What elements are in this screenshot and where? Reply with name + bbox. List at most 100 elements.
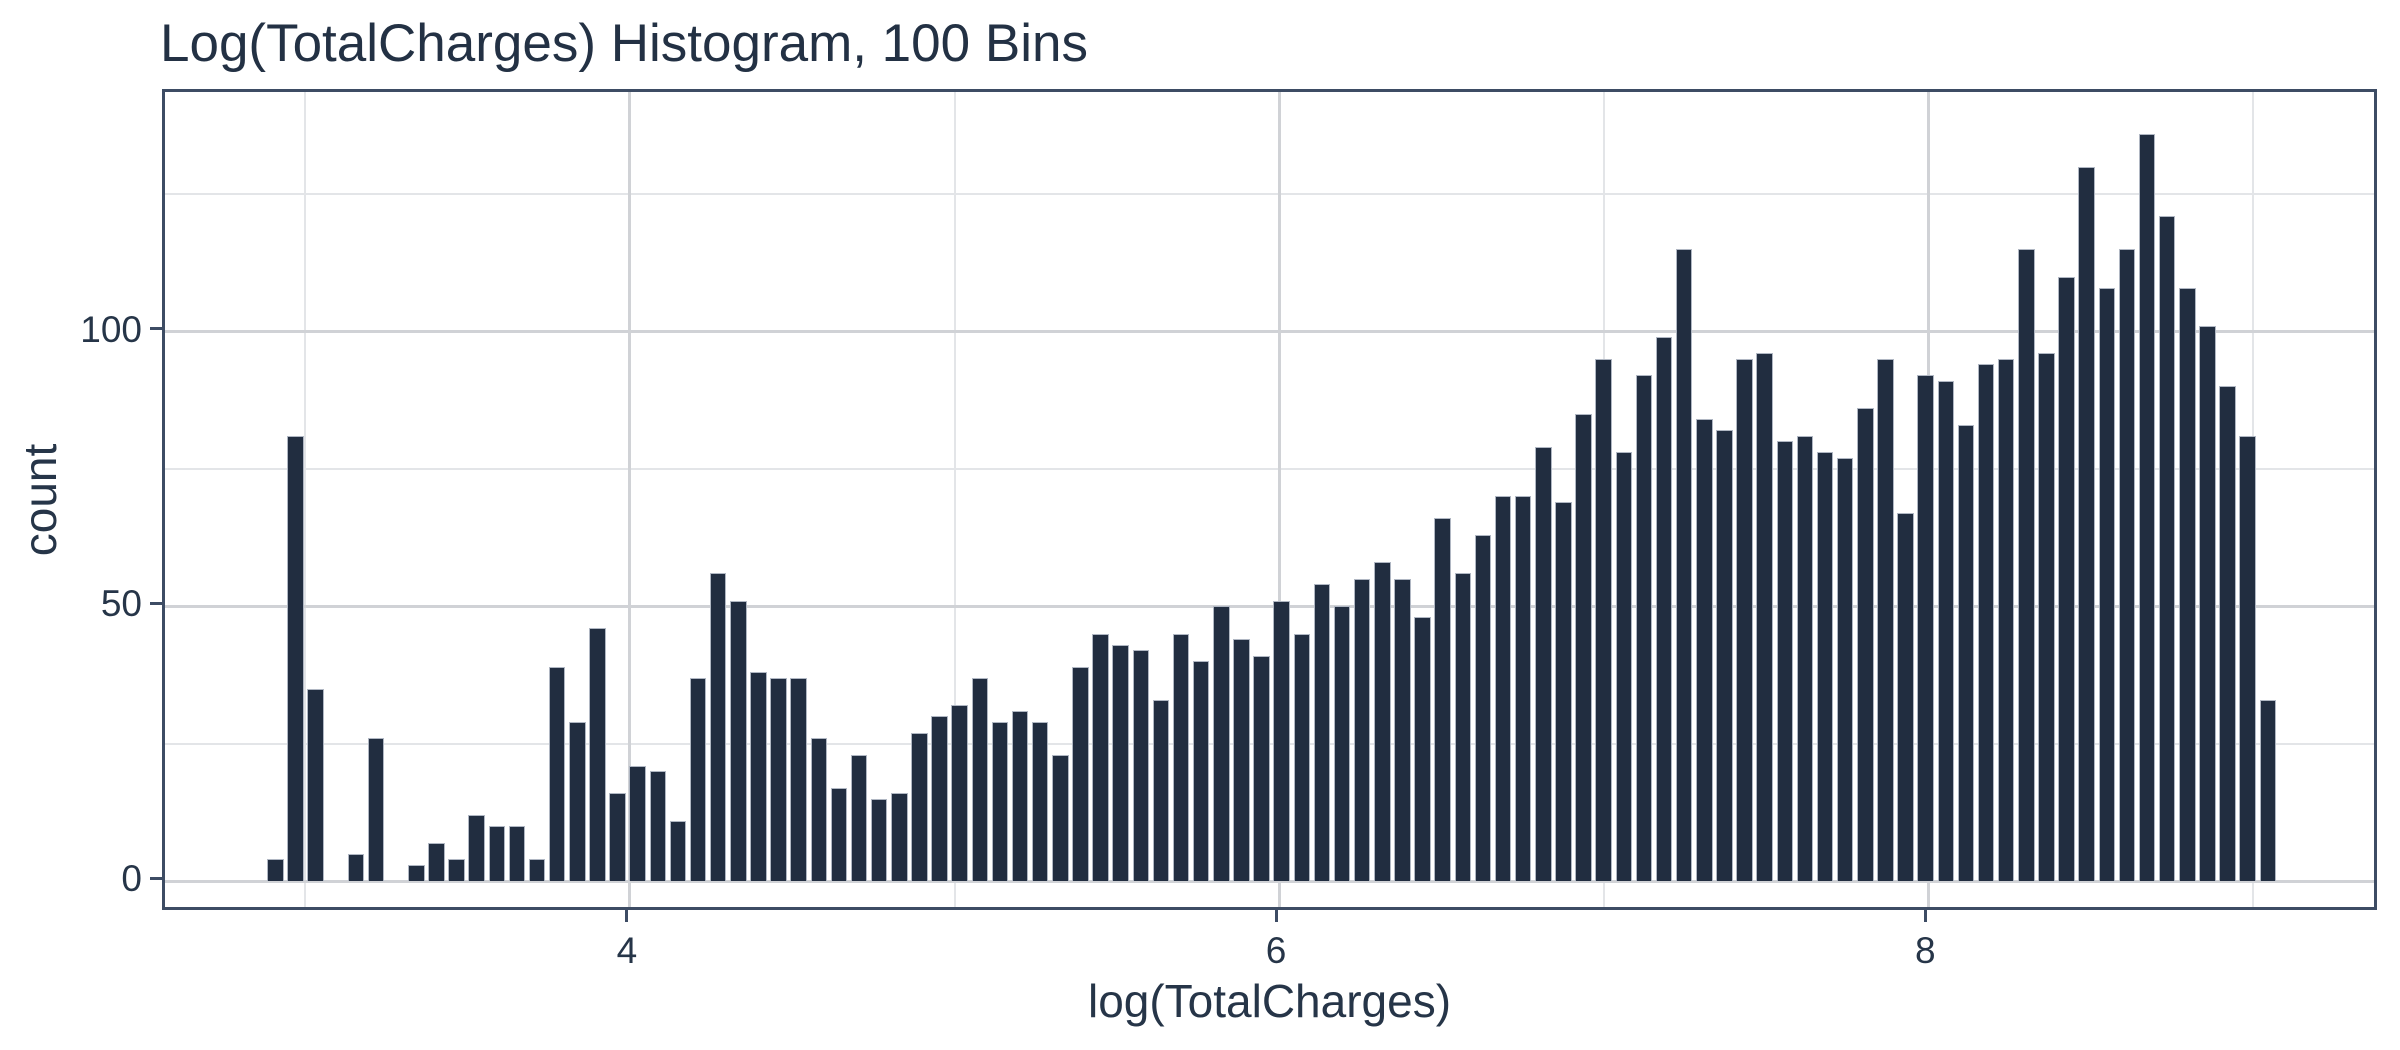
histogram-bar [1957,424,1975,881]
histogram-bar [1353,578,1371,881]
histogram-bar [267,859,284,881]
histogram-bar [649,771,667,881]
histogram-bar [750,672,767,881]
histogram-bar [850,754,868,881]
histogram-bar [1635,375,1653,881]
histogram-bar [1877,358,1894,881]
histogram-bar [428,842,445,881]
histogram-bar [1675,249,1693,881]
histogram-bar [2018,249,2035,881]
histogram-bar [2078,166,2095,881]
histogram-bar [1333,606,1351,881]
histogram-bar [730,600,747,881]
histogram-bar [689,677,707,881]
histogram-bar [367,738,385,881]
histogram-bar [2199,326,2216,881]
x-axis-title: log(TotalCharges) [1087,975,1452,1027]
histogram-bar [589,628,606,881]
histogram-bar [1937,380,1955,881]
histogram-bar [1374,562,1391,881]
histogram-bar [1474,534,1492,881]
histogram-bar [1595,358,1612,881]
y-tick-label-50: 50 [100,583,142,625]
histogram-bar [1052,754,1069,881]
histogram-bar [1454,573,1472,881]
histogram-bar [307,688,324,881]
histogram-bar [1313,584,1331,881]
histogram-bar [1172,633,1190,881]
histogram-bar [2138,133,2156,881]
histogram-bar [448,859,465,881]
histogram-bar [1233,639,1250,881]
histogram-bar [1394,578,1411,881]
x-tick-mark-4 [625,910,629,922]
y-minor-gridline-125 [165,193,2374,196]
histogram-bar [1414,617,1431,881]
histogram-bar [1897,512,1914,881]
histogram-bar [1092,633,1109,881]
histogram-bar [528,859,546,881]
histogram-bar [569,721,586,881]
histogram-bar [1031,721,1049,881]
histogram-bar [891,793,908,881]
histogram-bar [1535,446,1552,881]
histogram-bar [488,826,506,881]
histogram-bar [548,666,566,881]
histogram-bar [1273,600,1290,881]
histogram-bar [287,435,304,881]
histogram-bar [347,853,365,881]
y-axis-title: count [14,443,66,556]
histogram-bar [1776,441,1794,881]
histogram-bar [2259,699,2277,881]
y-tick-mark-0 [150,876,162,880]
histogram-bar [931,716,948,881]
histogram-bar [1816,452,1834,881]
histogram-bar [1494,496,1512,881]
plot-panel [162,89,2377,910]
histogram-bar [1112,644,1129,881]
histogram-bar [1192,661,1210,881]
histogram-bar [1917,375,1934,881]
histogram-bar [2098,287,2116,881]
y-minor-gridline-75 [165,467,2374,470]
x-tick-mark-8 [1923,910,1927,922]
histogram-bar [1836,457,1854,881]
histogram-bar [1756,353,1773,881]
histogram-bar [1716,430,1733,881]
histogram-bar [1213,606,1230,881]
y-major-gridline-0 [165,879,2374,883]
histogram-bar [951,705,968,881]
histogram-bar [2038,353,2055,881]
histogram-bar [991,721,1009,881]
x-tick-mark-6 [1274,910,1278,922]
histogram-bar [870,798,888,881]
histogram-bar [1696,419,1713,881]
histogram-bar [709,573,727,881]
histogram-bar [1736,358,1753,881]
histogram-bar [770,677,787,881]
histogram-bar [1655,337,1673,881]
histogram-bar [2118,249,2136,881]
histogram-bar [629,765,646,881]
histogram-bar [2058,276,2075,881]
histogram-bar [1615,452,1633,881]
histogram-bar [1977,364,1995,881]
y-tick-label-100: 100 [80,308,142,350]
y-tick-label-0: 0 [121,858,142,899]
histogram-bar [1857,408,1874,881]
histogram-bar [1997,358,2015,881]
histogram-bar [2179,287,2196,881]
histogram-bar [810,738,828,881]
y-major-gridline-100 [165,330,2374,334]
histogram-bar [1293,633,1311,881]
histogram-bar [1434,518,1451,881]
x-major-gridline-4 [628,92,632,907]
x-tick-label-4: 4 [616,930,638,971]
histogram-bar [971,677,989,881]
x-tick-label-8: 8 [1915,930,1936,971]
histogram-bar [609,793,626,881]
plot-title: Log(TotalCharges) Histogram, 100 Bins [160,14,1088,73]
histogram-bar [1152,699,1170,881]
histogram-bar [1011,710,1029,881]
